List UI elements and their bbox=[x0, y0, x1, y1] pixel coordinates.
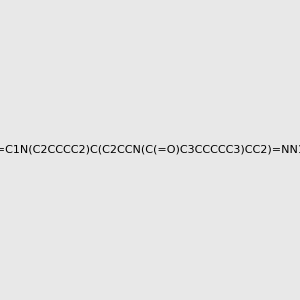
Text: O=C1N(C2CCCC2)C(C2CCN(C(=O)C3CCCCC3)CC2)=NN1C: O=C1N(C2CCCC2)C(C2CCN(C(=O)C3CCCCC3)CC2)… bbox=[0, 145, 300, 155]
